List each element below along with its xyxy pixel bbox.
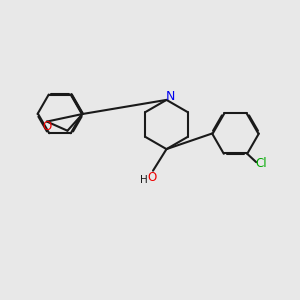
Text: O: O xyxy=(43,120,52,133)
Text: Cl: Cl xyxy=(256,157,267,170)
Text: N: N xyxy=(165,90,175,103)
Text: O: O xyxy=(147,171,156,184)
Text: H: H xyxy=(140,175,147,185)
